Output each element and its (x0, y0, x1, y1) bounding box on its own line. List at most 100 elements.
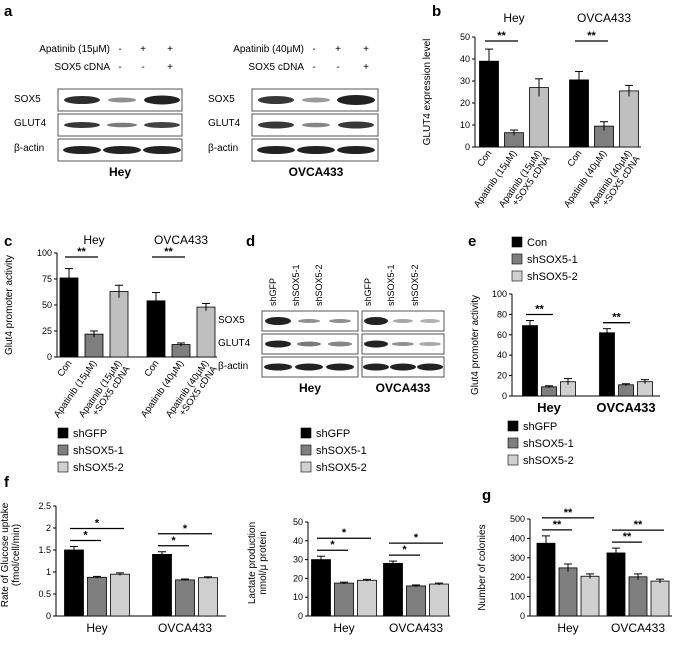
y-tick-label: 300 (510, 553, 525, 563)
y-tick-label: 500 (510, 514, 525, 524)
blot-band (302, 97, 330, 103)
ovca-treatment1-mark: + (335, 44, 341, 55)
lane-label: shGFP (268, 278, 278, 306)
ovca-cell-label: OVCA433 (289, 165, 344, 179)
bar (110, 573, 130, 617)
lane-label: shSOX5-1 (291, 264, 301, 306)
bar (618, 384, 634, 397)
y-tick-label: 40 (460, 54, 470, 64)
hey-treatment2-label: SOX5 cDNA (54, 62, 110, 73)
hey-treatment2-mark: + (167, 62, 173, 73)
blot-band (258, 96, 294, 104)
x-category-label: OVCA433 (389, 621, 443, 635)
blot-band (144, 95, 180, 105)
y-tick-label: 75 (42, 274, 52, 284)
d-protein-label: SOX5 (218, 315, 245, 326)
d-protein-label: GLUT4 (218, 338, 251, 349)
bar (650, 580, 670, 617)
bar (606, 552, 626, 617)
y-tick-label: 0 (465, 142, 470, 152)
blot-band (326, 363, 354, 371)
blot-band (420, 319, 440, 323)
blot-band (337, 146, 375, 154)
ovca-treatment1-label: Apatinib (40μM) (233, 44, 304, 55)
blot-band (419, 342, 441, 346)
significance-label: ** (612, 312, 621, 324)
y-tick-label: 200 (510, 572, 525, 582)
bar (59, 277, 79, 358)
legend-label: shGFP (73, 428, 107, 440)
y-tick-label: 60 (497, 330, 507, 340)
panel-letter-b: b (432, 3, 441, 20)
panel-letter-g: g (482, 487, 491, 504)
bar (619, 90, 639, 148)
chart-g: g 0 100 200 300 400 500 Number of colonies Hey OV… (477, 420, 672, 635)
bar (406, 585, 426, 617)
bar (558, 567, 578, 617)
bar (87, 576, 107, 617)
significance-label: * (402, 544, 407, 556)
y-tick-label: 40 (293, 536, 303, 546)
x-category-label: Con (565, 148, 584, 169)
significance-label: * (171, 535, 176, 547)
bar (529, 87, 549, 148)
y-tick-label: 40 (497, 350, 507, 360)
x-category-label: Hey (333, 621, 354, 635)
hey-protein-label: β-actin (14, 143, 44, 154)
blot-band (107, 122, 137, 128)
legend-label: shGFP (523, 421, 557, 433)
significance-label: * (342, 527, 347, 539)
blot-band (103, 146, 141, 154)
significance-label: * (414, 532, 419, 544)
blot-band (417, 363, 443, 371)
bar (196, 306, 216, 358)
y-axis-label-line: (fmol/cell/min) (11, 524, 22, 586)
bar (580, 575, 600, 617)
legend-label: shSOX5-2 (527, 271, 578, 283)
significance-label: ** (535, 304, 544, 316)
blot-band (338, 121, 374, 129)
y-tick-label: 0.5 (38, 589, 51, 599)
legend-swatch (300, 461, 312, 473)
blot-band (393, 319, 413, 323)
blot-band (264, 363, 292, 371)
legend-swatch (507, 454, 519, 466)
y-axis-label: Rate of Glucose uptake(fmol/cell/min) (0, 502, 22, 607)
lane-label: shSOX5-2 (410, 264, 420, 306)
significance-label: * (83, 529, 88, 541)
y-tick-label: 100 (37, 248, 52, 258)
blot-band (298, 319, 320, 323)
y-tick-label: 10 (460, 120, 470, 130)
ovca-treatment2-mark: - (336, 62, 339, 73)
y-axis-label-line: Rate of Glucose uptake (0, 502, 11, 607)
bar (175, 579, 195, 617)
chart-f1: f 0 0.5 1 1.5 2 2.5 Rate of Glucose uptake(fmol… (0, 427, 226, 635)
y-tick-label: 0 (46, 611, 51, 621)
bar (109, 291, 129, 358)
legend-label: shSOX5-1 (523, 438, 574, 450)
x-category-label: OVCA433 (596, 400, 655, 415)
blot-band (337, 95, 375, 105)
hey-treatment1-mark: - (118, 44, 121, 55)
legend-label: Con (527, 237, 547, 249)
blot-band (265, 340, 291, 348)
y-tick-label: 0 (502, 391, 507, 401)
legend-swatch (507, 437, 519, 449)
hey-treatment1-label: Apatinib (15μM) (39, 44, 110, 55)
lane-label: shSOX5-1 (386, 264, 396, 306)
y-tick-label: 1 (46, 567, 51, 577)
legend-label: shSOX5-2 (316, 462, 367, 474)
ovca-protein-label: β-actin (208, 143, 238, 154)
hey-treatment1-mark: + (167, 44, 173, 55)
legend-swatch (511, 270, 523, 282)
ovca-treatment1-mark: + (363, 44, 369, 55)
blot-band (64, 122, 100, 128)
panel-letter-e: e (468, 233, 476, 250)
blot-band (364, 340, 388, 348)
bar (569, 79, 589, 148)
blot-band (328, 341, 352, 347)
blot-band (392, 342, 414, 346)
y-tick-label: 1.5 (38, 545, 51, 555)
blot-band (143, 146, 181, 154)
